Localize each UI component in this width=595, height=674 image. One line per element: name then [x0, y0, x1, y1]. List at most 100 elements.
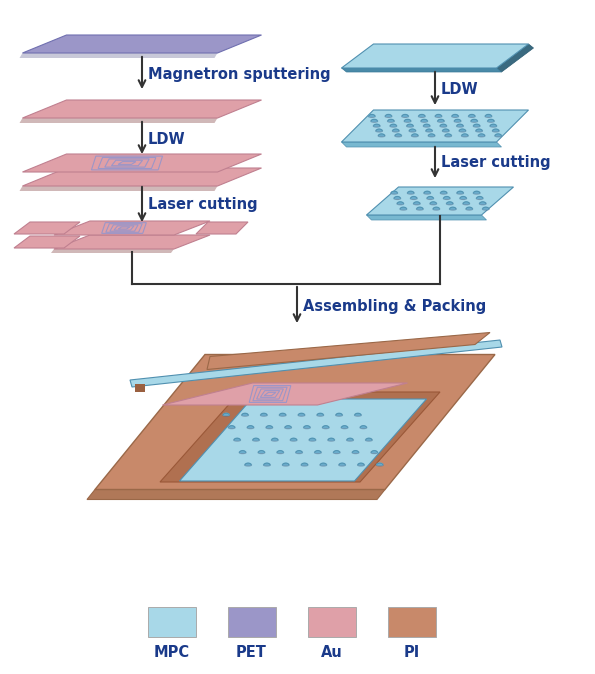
- Polygon shape: [445, 134, 451, 135]
- Ellipse shape: [378, 135, 385, 137]
- Polygon shape: [427, 197, 433, 198]
- Polygon shape: [371, 451, 377, 452]
- Ellipse shape: [342, 427, 348, 429]
- Polygon shape: [299, 413, 305, 415]
- Polygon shape: [207, 332, 490, 369]
- Ellipse shape: [440, 125, 447, 127]
- Polygon shape: [495, 134, 501, 135]
- Ellipse shape: [394, 197, 400, 200]
- Ellipse shape: [445, 135, 452, 137]
- Polygon shape: [248, 426, 253, 427]
- Text: Au: Au: [321, 645, 342, 660]
- Polygon shape: [478, 134, 484, 135]
- Ellipse shape: [454, 120, 461, 122]
- Ellipse shape: [424, 125, 430, 127]
- Ellipse shape: [390, 125, 397, 127]
- Polygon shape: [405, 119, 411, 121]
- Ellipse shape: [449, 208, 456, 210]
- Ellipse shape: [408, 192, 414, 194]
- Polygon shape: [95, 355, 495, 489]
- Ellipse shape: [485, 115, 491, 117]
- Polygon shape: [258, 451, 264, 452]
- Ellipse shape: [462, 135, 468, 137]
- Ellipse shape: [315, 452, 321, 454]
- FancyBboxPatch shape: [387, 607, 436, 637]
- Ellipse shape: [277, 452, 284, 454]
- Polygon shape: [460, 197, 466, 198]
- Polygon shape: [347, 438, 353, 440]
- Polygon shape: [196, 222, 248, 234]
- Polygon shape: [23, 100, 261, 118]
- Ellipse shape: [266, 427, 273, 429]
- Ellipse shape: [414, 203, 420, 205]
- Ellipse shape: [416, 208, 423, 210]
- Polygon shape: [367, 215, 487, 220]
- Polygon shape: [490, 124, 496, 126]
- Ellipse shape: [393, 130, 399, 132]
- Ellipse shape: [409, 130, 416, 132]
- Polygon shape: [223, 413, 229, 415]
- Polygon shape: [87, 489, 385, 499]
- Polygon shape: [371, 119, 377, 121]
- Polygon shape: [462, 134, 468, 135]
- Polygon shape: [402, 115, 408, 117]
- Ellipse shape: [223, 414, 230, 416]
- Ellipse shape: [490, 125, 497, 127]
- Polygon shape: [23, 35, 261, 53]
- Polygon shape: [54, 221, 210, 235]
- Text: Magnetron sputtering: Magnetron sputtering: [148, 67, 331, 82]
- Polygon shape: [421, 119, 427, 121]
- Polygon shape: [280, 413, 286, 415]
- Polygon shape: [160, 392, 440, 482]
- Polygon shape: [245, 463, 251, 465]
- Ellipse shape: [247, 427, 254, 429]
- Polygon shape: [443, 129, 449, 131]
- Polygon shape: [426, 129, 432, 131]
- Polygon shape: [240, 451, 246, 452]
- Polygon shape: [285, 426, 291, 427]
- Text: LDW: LDW: [148, 131, 186, 146]
- Polygon shape: [457, 124, 463, 126]
- Polygon shape: [474, 191, 480, 193]
- Ellipse shape: [298, 414, 305, 416]
- Ellipse shape: [290, 439, 297, 441]
- Polygon shape: [393, 129, 399, 131]
- Ellipse shape: [402, 115, 408, 117]
- Polygon shape: [267, 426, 273, 427]
- Text: LDW: LDW: [441, 82, 478, 96]
- Polygon shape: [414, 202, 420, 204]
- Polygon shape: [272, 438, 278, 440]
- Ellipse shape: [317, 414, 324, 416]
- Ellipse shape: [428, 135, 435, 137]
- Text: Assembling & Packing: Assembling & Packing: [303, 299, 486, 313]
- Ellipse shape: [457, 192, 464, 194]
- Ellipse shape: [279, 414, 286, 416]
- Ellipse shape: [400, 208, 406, 210]
- Polygon shape: [290, 438, 296, 440]
- Polygon shape: [328, 438, 334, 440]
- FancyBboxPatch shape: [227, 607, 275, 637]
- Polygon shape: [450, 207, 456, 209]
- Polygon shape: [20, 118, 218, 123]
- Polygon shape: [424, 124, 430, 126]
- Polygon shape: [474, 124, 480, 126]
- Ellipse shape: [433, 208, 440, 210]
- Polygon shape: [455, 119, 461, 121]
- Ellipse shape: [387, 120, 394, 122]
- Polygon shape: [397, 202, 403, 204]
- Polygon shape: [441, 191, 447, 193]
- Polygon shape: [444, 197, 450, 198]
- Polygon shape: [242, 413, 248, 415]
- Ellipse shape: [443, 130, 449, 132]
- Polygon shape: [376, 129, 382, 131]
- Polygon shape: [386, 115, 392, 117]
- Polygon shape: [457, 191, 463, 193]
- Polygon shape: [407, 124, 413, 126]
- Ellipse shape: [283, 464, 289, 466]
- Ellipse shape: [360, 427, 367, 429]
- Polygon shape: [395, 134, 401, 135]
- Polygon shape: [419, 115, 425, 117]
- Polygon shape: [296, 451, 302, 452]
- Polygon shape: [264, 463, 270, 465]
- Ellipse shape: [427, 197, 434, 200]
